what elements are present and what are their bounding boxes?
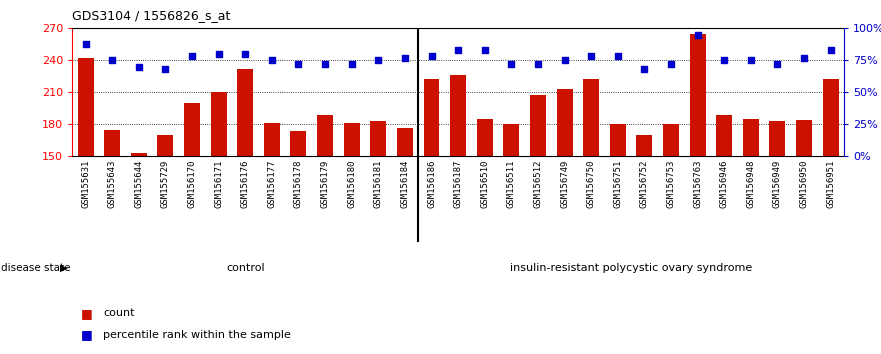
Text: GSM156946: GSM156946 — [720, 160, 729, 209]
Bar — [291, 131, 307, 156]
Bar — [370, 121, 386, 156]
Text: GSM156181: GSM156181 — [374, 160, 382, 209]
Text: GSM156753: GSM156753 — [667, 160, 676, 209]
Point — [770, 61, 784, 67]
Point — [824, 47, 838, 53]
Bar — [663, 124, 679, 156]
Point — [531, 61, 545, 67]
Text: GSM156511: GSM156511 — [507, 160, 516, 209]
Text: GSM155729: GSM155729 — [161, 160, 170, 209]
Text: GSM156950: GSM156950 — [800, 160, 809, 209]
Bar — [610, 124, 626, 156]
Text: count: count — [103, 308, 135, 318]
Text: GSM155643: GSM155643 — [107, 160, 116, 209]
Point — [611, 53, 625, 59]
Text: GSM156176: GSM156176 — [241, 160, 249, 209]
Text: percentile rank within the sample: percentile rank within the sample — [103, 330, 291, 339]
Point — [584, 53, 598, 59]
Bar — [743, 119, 759, 156]
Text: GSM156948: GSM156948 — [746, 160, 755, 209]
Bar — [557, 89, 573, 156]
Point — [132, 64, 146, 69]
Bar — [344, 123, 359, 156]
Bar — [769, 121, 786, 156]
Text: GSM156751: GSM156751 — [613, 160, 622, 209]
Bar — [796, 120, 812, 156]
Point — [318, 61, 332, 67]
Point — [238, 51, 252, 57]
Text: GSM155631: GSM155631 — [81, 160, 90, 209]
Bar — [690, 34, 706, 156]
Text: GSM156186: GSM156186 — [427, 160, 436, 209]
Bar — [477, 119, 492, 156]
Bar — [237, 69, 253, 156]
Bar — [424, 79, 440, 156]
Text: ■: ■ — [81, 307, 93, 320]
Point — [664, 61, 678, 67]
Text: GSM156171: GSM156171 — [214, 160, 223, 209]
Point — [211, 51, 226, 57]
Point — [344, 61, 359, 67]
Text: GSM156187: GSM156187 — [454, 160, 463, 209]
Text: GDS3104 / 1556826_s_at: GDS3104 / 1556826_s_at — [72, 9, 231, 22]
Bar — [130, 153, 147, 156]
Bar — [104, 130, 120, 156]
Text: GSM156510: GSM156510 — [480, 160, 489, 209]
Point — [398, 55, 412, 61]
Text: GSM156178: GSM156178 — [294, 160, 303, 209]
Point — [185, 53, 199, 59]
Text: GSM156180: GSM156180 — [347, 160, 356, 209]
Text: GSM156179: GSM156179 — [321, 160, 329, 209]
Point — [691, 32, 705, 38]
Bar — [450, 75, 466, 156]
Point — [265, 57, 279, 63]
Text: control: control — [226, 263, 264, 273]
Text: GSM156763: GSM156763 — [693, 160, 702, 209]
Point — [425, 53, 439, 59]
Bar — [184, 103, 200, 156]
Point — [717, 57, 731, 63]
Point — [159, 66, 173, 72]
Text: GSM156512: GSM156512 — [534, 160, 543, 209]
Text: GSM156184: GSM156184 — [400, 160, 410, 209]
Bar — [530, 95, 546, 156]
Bar — [211, 92, 226, 156]
Point — [797, 55, 811, 61]
Text: GSM156949: GSM156949 — [773, 160, 782, 209]
Bar — [397, 128, 413, 156]
Point — [292, 61, 306, 67]
Text: GSM156951: GSM156951 — [826, 160, 835, 209]
Text: ■: ■ — [81, 328, 93, 341]
Bar — [158, 135, 174, 156]
Text: GSM156750: GSM156750 — [587, 160, 596, 209]
Bar — [263, 123, 280, 156]
Bar — [716, 115, 732, 156]
Point — [504, 61, 518, 67]
Point — [451, 47, 465, 53]
Text: GSM156170: GSM156170 — [188, 160, 196, 209]
Bar — [78, 58, 93, 156]
Point — [637, 66, 651, 72]
Point — [744, 57, 758, 63]
Text: GSM156177: GSM156177 — [267, 160, 277, 209]
Bar — [636, 135, 653, 156]
Text: GSM156749: GSM156749 — [560, 160, 569, 209]
Point — [478, 47, 492, 53]
Bar — [503, 124, 519, 156]
Bar — [583, 79, 599, 156]
Text: GSM155644: GSM155644 — [134, 160, 144, 209]
Text: ▶: ▶ — [60, 263, 69, 273]
Text: GSM156752: GSM156752 — [640, 160, 649, 209]
Point — [105, 57, 119, 63]
Text: insulin-resistant polycystic ovary syndrome: insulin-resistant polycystic ovary syndr… — [510, 263, 752, 273]
Point — [371, 57, 385, 63]
Point — [78, 41, 93, 46]
Text: disease state: disease state — [1, 263, 70, 273]
Point — [558, 57, 572, 63]
Bar — [823, 79, 839, 156]
Bar — [317, 115, 333, 156]
